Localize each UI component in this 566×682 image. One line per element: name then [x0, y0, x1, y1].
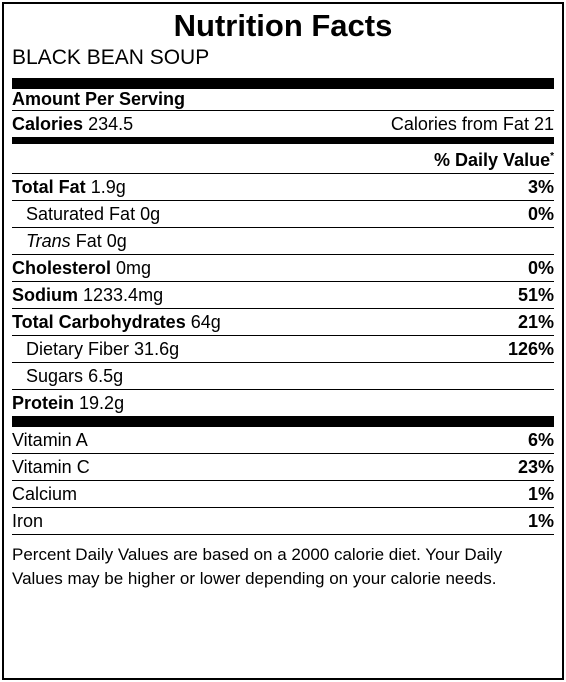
protein-row: Protein 19.2g	[12, 390, 554, 416]
sodium-amount: 1233.4mg	[83, 285, 164, 305]
total-carbohydrates-label: Total Carbohydrates	[12, 312, 186, 332]
total-fat-amount: 1.9g	[90, 177, 126, 197]
protein-label: Protein	[12, 393, 75, 413]
vitamin-label: Vitamin A	[12, 430, 88, 450]
calories-from-fat-label: Calories from Fat	[390, 114, 529, 134]
footnote: Percent Daily Values are based on a 2000…	[12, 545, 503, 588]
saturated-fat-label: Saturated Fat	[26, 204, 136, 224]
thick-divider-vitamins	[12, 416, 554, 427]
protein-amount: 19.2g	[79, 393, 125, 413]
trans-fat-label-italic: Trans	[26, 231, 71, 251]
dietary-fiber-dv: 126%	[507, 339, 554, 359]
trans-fat-label: Fat	[75, 231, 102, 251]
vitamin-row: Calcium 1%	[12, 481, 554, 508]
vitamin-label: Iron	[12, 511, 44, 531]
total-fat-row: Total Fat 1.9g 3%	[12, 174, 554, 201]
daily-value-header: % Daily Value	[434, 150, 551, 170]
dietary-fiber-row: Dietary Fiber 31.6g 126%	[12, 336, 554, 363]
dietary-fiber-amount: 31.6g	[134, 339, 180, 359]
cholesterol-row: Cholesterol 0mg 0%	[12, 255, 554, 282]
sugars-amount: 6.5g	[88, 366, 124, 386]
saturated-fat-dv: 0%	[527, 204, 554, 224]
total-fat-label: Total Fat	[12, 177, 86, 197]
calories-from-fat-value: 21	[533, 114, 554, 134]
vitamin-row: Vitamin C 23%	[12, 454, 554, 481]
vitamin-label: Vitamin C	[12, 457, 90, 477]
total-carbohydrates-amount: 64g	[190, 312, 221, 332]
sodium-dv: 51%	[517, 285, 554, 305]
vitamin-dv: 1%	[527, 511, 554, 531]
total-carbohydrates-dv: 21%	[517, 312, 554, 332]
thick-divider	[12, 78, 554, 89]
food-name: BLACK BEAN SOUP	[12, 46, 210, 69]
total-carbohydrates-row: Total Carbohydrates 64g 21%	[12, 309, 554, 336]
amount-per-serving-row: Amount Per Serving	[12, 89, 554, 111]
total-fat-dv: 3%	[527, 177, 554, 197]
sodium-label: Sodium	[12, 285, 78, 305]
label-title: Nutrition Facts	[173, 8, 393, 43]
amount-per-serving: Amount Per Serving	[12, 89, 186, 109]
vitamin-label: Calcium	[12, 484, 78, 504]
saturated-fat-amount: 0g	[140, 204, 161, 224]
vitamin-dv: 6%	[527, 430, 554, 450]
vitamin-dv: 23%	[517, 457, 554, 477]
trans-fat-amount: 0g	[106, 231, 127, 251]
sugars-label: Sugars	[26, 366, 84, 386]
dietary-fiber-label: Dietary Fiber	[26, 339, 130, 359]
vitamin-row: Vitamin A 6%	[12, 427, 554, 454]
medium-divider	[12, 138, 554, 144]
calories-value: 234.5	[88, 114, 134, 134]
cholesterol-amount: 0mg	[116, 258, 152, 278]
vitamin-row: Iron 1%	[12, 508, 554, 535]
daily-value-marker: *	[550, 151, 554, 162]
saturated-fat-row: Saturated Fat 0g 0%	[12, 201, 554, 228]
sodium-row: Sodium 1233.4mg 51%	[12, 282, 554, 309]
trans-fat-row: Trans Fat 0g	[12, 228, 554, 255]
cholesterol-label: Cholesterol	[12, 258, 112, 278]
sugars-row: Sugars 6.5g	[12, 363, 554, 390]
vitamin-dv: 1%	[527, 484, 554, 504]
cholesterol-dv: 0%	[527, 258, 554, 278]
calories-label: Calories	[12, 114, 84, 134]
daily-value-header-row: % Daily Value*	[12, 144, 554, 174]
calories-row: Calories 234.5 Calories from Fat 21	[12, 111, 554, 138]
